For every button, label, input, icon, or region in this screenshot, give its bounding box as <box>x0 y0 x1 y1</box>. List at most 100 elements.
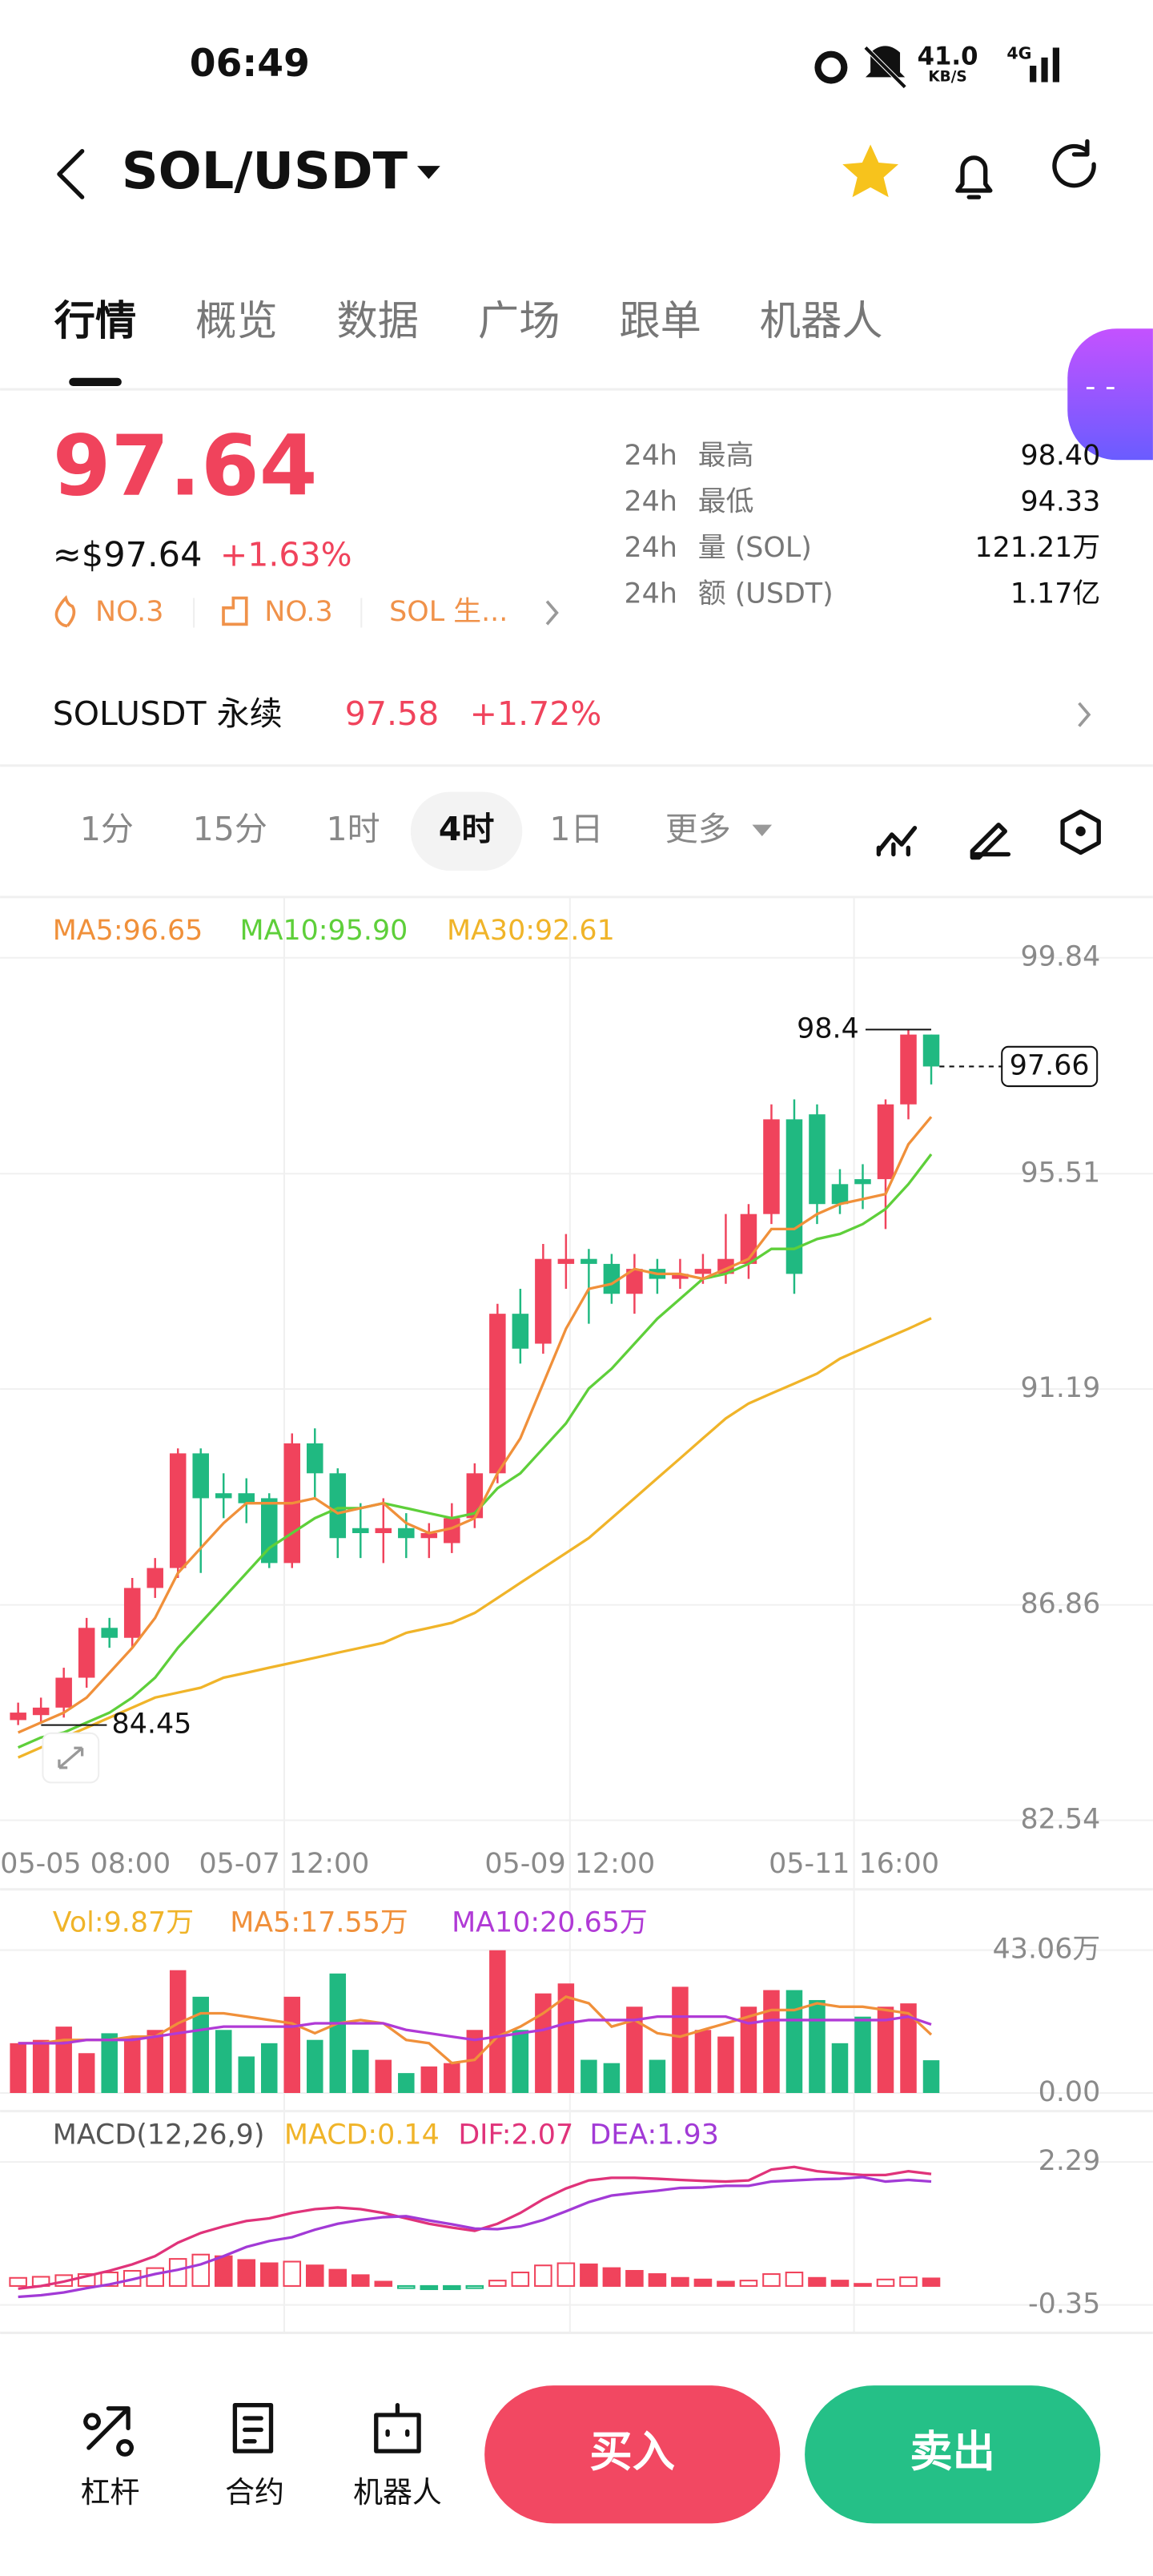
fullscreen-icon <box>58 1746 84 1769</box>
back-button[interactable] <box>57 149 85 199</box>
interval[interactable]: 15分 <box>193 810 267 848</box>
volume-bar <box>922 2060 940 2093</box>
volume-bar <box>10 2043 26 2093</box>
volume-bar <box>557 1983 575 2093</box>
candle-body <box>900 1034 917 1105</box>
contract-icon[interactable] <box>232 2403 274 2453</box>
perpetual-name[interactable]: SOLUSDT 永续 <box>53 694 283 733</box>
volume-bar <box>785 1990 803 2093</box>
y-tick-label: 95.51 <box>1020 1157 1100 1189</box>
favorite-star[interactable] <box>842 144 898 198</box>
buy-button[interactable] <box>484 2385 781 2524</box>
ecosystem-tag[interactable]: SOL 生... <box>389 596 508 628</box>
ma5-legend: MA5:96.65 <box>53 915 203 947</box>
interval[interactable]: 更多 <box>665 810 731 848</box>
stat-period: 24h <box>624 578 677 610</box>
kline-chart[interactable]: 05-05 08:00 05-07 12:00 05-09 12:00 05-11 1… <box>0 896 1153 2333</box>
candle-body <box>581 1258 597 1264</box>
volume-bar <box>603 2063 621 2093</box>
volume-bar <box>740 2006 757 2093</box>
floating-assistant[interactable] <box>1067 328 1153 461</box>
tags-more[interactable] <box>545 600 559 626</box>
indicator-button[interactable] <box>876 826 918 857</box>
candle-body <box>123 1588 141 1638</box>
draw-button[interactable] <box>970 822 1011 860</box>
tool-label[interactable]: 杠杆 <box>81 2475 140 2510</box>
last-price: 97.64 <box>53 417 318 514</box>
vol-ma5-legend: MA5:17.55万 <box>230 1907 408 1939</box>
macd-bar <box>146 2267 164 2287</box>
stat-period: 24h <box>624 532 677 564</box>
ma5-line <box>17 1116 933 1734</box>
tab[interactable]: 跟单 <box>619 297 701 345</box>
volume-bar <box>307 2039 323 2093</box>
tab[interactable]: 数据 <box>337 297 420 345</box>
sell-button[interactable] <box>805 2385 1101 2524</box>
tool-label[interactable]: 机器人 <box>353 2475 442 2510</box>
macd-bar <box>352 2274 370 2287</box>
tab[interactable]: 概览 <box>195 297 278 345</box>
macd-bar <box>328 2268 348 2287</box>
stat-name: 最高 <box>698 440 754 472</box>
candle-body <box>420 1533 438 1539</box>
volume-bar <box>329 1973 347 2093</box>
perpetual-chevron[interactable] <box>1078 702 1091 727</box>
interval[interactable]: 1时 <box>326 810 380 848</box>
macd-bar <box>283 2260 302 2287</box>
y-tick-label: 86.86 <box>1020 1588 1100 1620</box>
settings-dot <box>1075 826 1086 836</box>
interval[interactable]: 4时 <box>439 810 495 848</box>
interval[interactable]: 1日 <box>549 810 603 848</box>
leverage-icon[interactable] <box>83 2406 134 2457</box>
vol-legend: Vol:9.87万 <box>53 1907 194 1939</box>
stat-value: 94.33 <box>1020 486 1100 518</box>
tab[interactable]: 行情 <box>54 297 137 345</box>
candle-body <box>147 1568 163 1588</box>
ma10-legend: MA10:95.90 <box>240 915 408 947</box>
macd-bar <box>397 2284 416 2289</box>
bot-icon[interactable] <box>374 2403 421 2453</box>
candle-body <box>375 1527 392 1534</box>
alert-bell[interactable] <box>955 155 993 199</box>
macd-bar <box>602 2267 621 2287</box>
share-button[interactable] <box>1052 139 1096 188</box>
tool-label[interactable]: 合约 <box>225 2475 284 2510</box>
stat-value: 1.17亿 <box>1010 578 1100 610</box>
vol-ma10-line <box>18 2015 932 2045</box>
macd-name: MACD(12,26,9) <box>53 2119 265 2151</box>
interval[interactable]: 1分 <box>80 810 134 848</box>
y-tick-label: 0.00 <box>1039 2076 1101 2108</box>
stat-name: 量 (SOL) <box>698 532 812 564</box>
volume-bar <box>466 2030 484 2093</box>
hot-rank[interactable]: NO.3 <box>95 596 163 628</box>
volume-bar <box>32 2039 50 2093</box>
low-label: 84.45 <box>112 1709 192 1741</box>
macd-bar <box>305 2264 324 2287</box>
pair-title[interactable]: SOL/USDT <box>122 141 408 200</box>
macd-bar <box>717 2280 735 2287</box>
tab[interactable]: 广场 <box>478 297 560 345</box>
volume-bar <box>260 2043 278 2093</box>
candle-body <box>763 1119 780 1214</box>
last-price-label: 97.66 <box>1010 1049 1090 1081</box>
more-dropdown[interactable] <box>752 824 773 836</box>
settings-button[interactable] <box>1060 809 1101 855</box>
candle-body <box>512 1314 529 1349</box>
sell-label[interactable]: 卖出 <box>910 2427 995 2477</box>
candle-body <box>192 1453 209 1499</box>
macd-bar <box>808 2276 826 2287</box>
volume-bar <box>535 1993 552 2093</box>
macd-bar <box>625 2269 644 2287</box>
candle-body <box>307 1443 323 1474</box>
volume-bar <box>489 1950 506 2093</box>
buy-label[interactable]: 买入 <box>589 2427 675 2477</box>
pair-dropdown[interactable] <box>417 166 440 179</box>
tab[interactable]: 机器人 <box>760 297 883 345</box>
candle-body <box>922 1034 940 1067</box>
status-time: 06:49 <box>190 42 310 86</box>
candle-body <box>78 1628 95 1678</box>
candle-body <box>398 1527 415 1539</box>
gain-rank[interactable]: NO.3 <box>264 596 332 628</box>
